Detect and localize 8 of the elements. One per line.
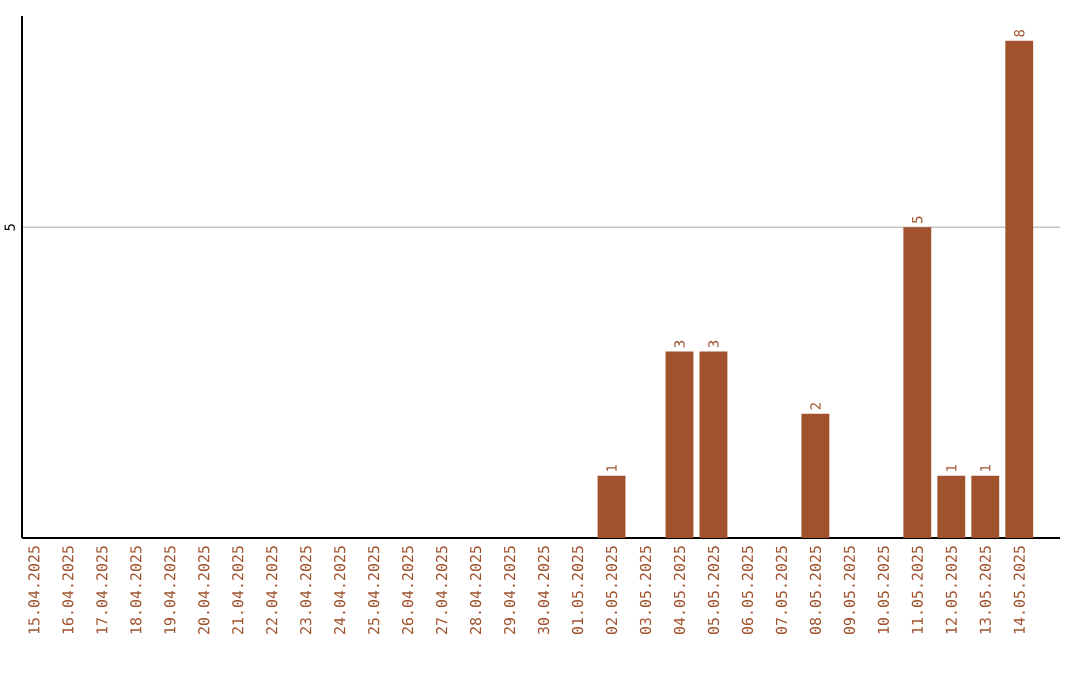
bar <box>971 475 1000 538</box>
bar <box>801 413 830 538</box>
bar <box>903 227 932 538</box>
bar <box>665 351 694 538</box>
bar <box>937 475 966 538</box>
bar <box>597 475 626 538</box>
bar <box>1005 40 1034 538</box>
bar <box>699 351 728 538</box>
